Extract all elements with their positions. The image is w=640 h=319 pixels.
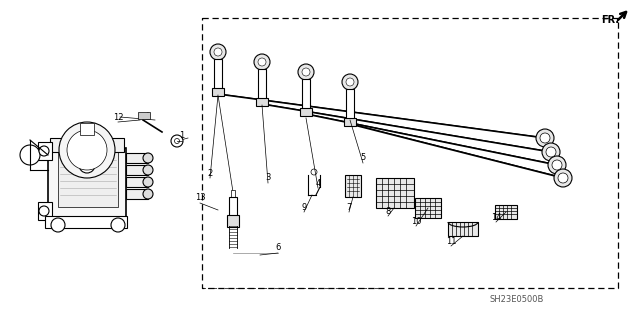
Bar bbox=[126, 165, 148, 175]
Bar bbox=[231, 190, 235, 198]
Bar bbox=[376, 178, 414, 208]
Circle shape bbox=[171, 135, 183, 147]
Circle shape bbox=[175, 138, 179, 144]
Text: 8: 8 bbox=[385, 206, 390, 216]
Circle shape bbox=[59, 122, 115, 178]
Circle shape bbox=[20, 145, 40, 165]
Text: 10: 10 bbox=[411, 217, 421, 226]
Bar bbox=[302, 79, 310, 111]
Text: 4: 4 bbox=[316, 179, 321, 188]
Circle shape bbox=[254, 54, 270, 70]
Text: 6: 6 bbox=[275, 243, 281, 253]
Bar bbox=[126, 189, 148, 199]
Circle shape bbox=[67, 130, 107, 170]
Circle shape bbox=[111, 218, 125, 232]
Bar bbox=[415, 198, 441, 218]
Circle shape bbox=[536, 129, 554, 147]
Bar bbox=[126, 153, 148, 163]
Circle shape bbox=[540, 133, 550, 143]
Circle shape bbox=[554, 169, 572, 187]
Bar bbox=[38, 142, 52, 160]
Bar bbox=[344, 118, 356, 126]
Text: SH23E0500B: SH23E0500B bbox=[490, 295, 545, 305]
Circle shape bbox=[552, 160, 562, 170]
Bar bbox=[45, 216, 127, 228]
Circle shape bbox=[342, 74, 358, 90]
Bar bbox=[258, 69, 266, 101]
Bar bbox=[212, 88, 224, 96]
Bar bbox=[214, 59, 222, 91]
Circle shape bbox=[210, 44, 226, 60]
Text: 13: 13 bbox=[195, 194, 205, 203]
Circle shape bbox=[546, 147, 556, 157]
Circle shape bbox=[346, 78, 354, 86]
Circle shape bbox=[298, 64, 314, 80]
Text: 1: 1 bbox=[179, 131, 184, 140]
Circle shape bbox=[79, 157, 95, 173]
Text: 7: 7 bbox=[346, 203, 352, 211]
Bar bbox=[58, 152, 118, 207]
Circle shape bbox=[214, 48, 222, 56]
Circle shape bbox=[143, 177, 153, 187]
Bar bbox=[448, 222, 478, 236]
Bar bbox=[345, 175, 361, 197]
Circle shape bbox=[548, 156, 566, 174]
Circle shape bbox=[143, 153, 153, 163]
Text: 11: 11 bbox=[445, 236, 456, 246]
Circle shape bbox=[542, 143, 560, 161]
Text: 9: 9 bbox=[301, 203, 307, 211]
Circle shape bbox=[302, 68, 310, 76]
Bar bbox=[50, 138, 124, 152]
Circle shape bbox=[558, 173, 568, 183]
Bar bbox=[300, 108, 312, 116]
Text: 3: 3 bbox=[266, 174, 271, 182]
Text: FR.: FR. bbox=[601, 15, 619, 25]
Circle shape bbox=[143, 189, 153, 199]
Circle shape bbox=[39, 146, 49, 156]
Bar bbox=[38, 202, 52, 220]
Circle shape bbox=[39, 206, 49, 216]
Bar bbox=[227, 215, 239, 227]
Circle shape bbox=[311, 169, 317, 175]
Text: 5: 5 bbox=[360, 153, 365, 162]
Text: 12: 12 bbox=[113, 113, 124, 122]
Bar bbox=[256, 98, 268, 106]
Bar bbox=[229, 197, 237, 217]
Bar bbox=[138, 112, 150, 119]
Circle shape bbox=[51, 218, 65, 232]
Circle shape bbox=[143, 165, 153, 175]
Bar bbox=[346, 89, 354, 121]
Bar bbox=[495, 205, 517, 219]
Bar bbox=[80, 123, 94, 135]
Circle shape bbox=[258, 58, 266, 66]
Text: 14: 14 bbox=[491, 212, 501, 221]
Bar bbox=[48, 148, 126, 220]
Bar bbox=[126, 177, 148, 187]
Text: 2: 2 bbox=[207, 168, 212, 177]
